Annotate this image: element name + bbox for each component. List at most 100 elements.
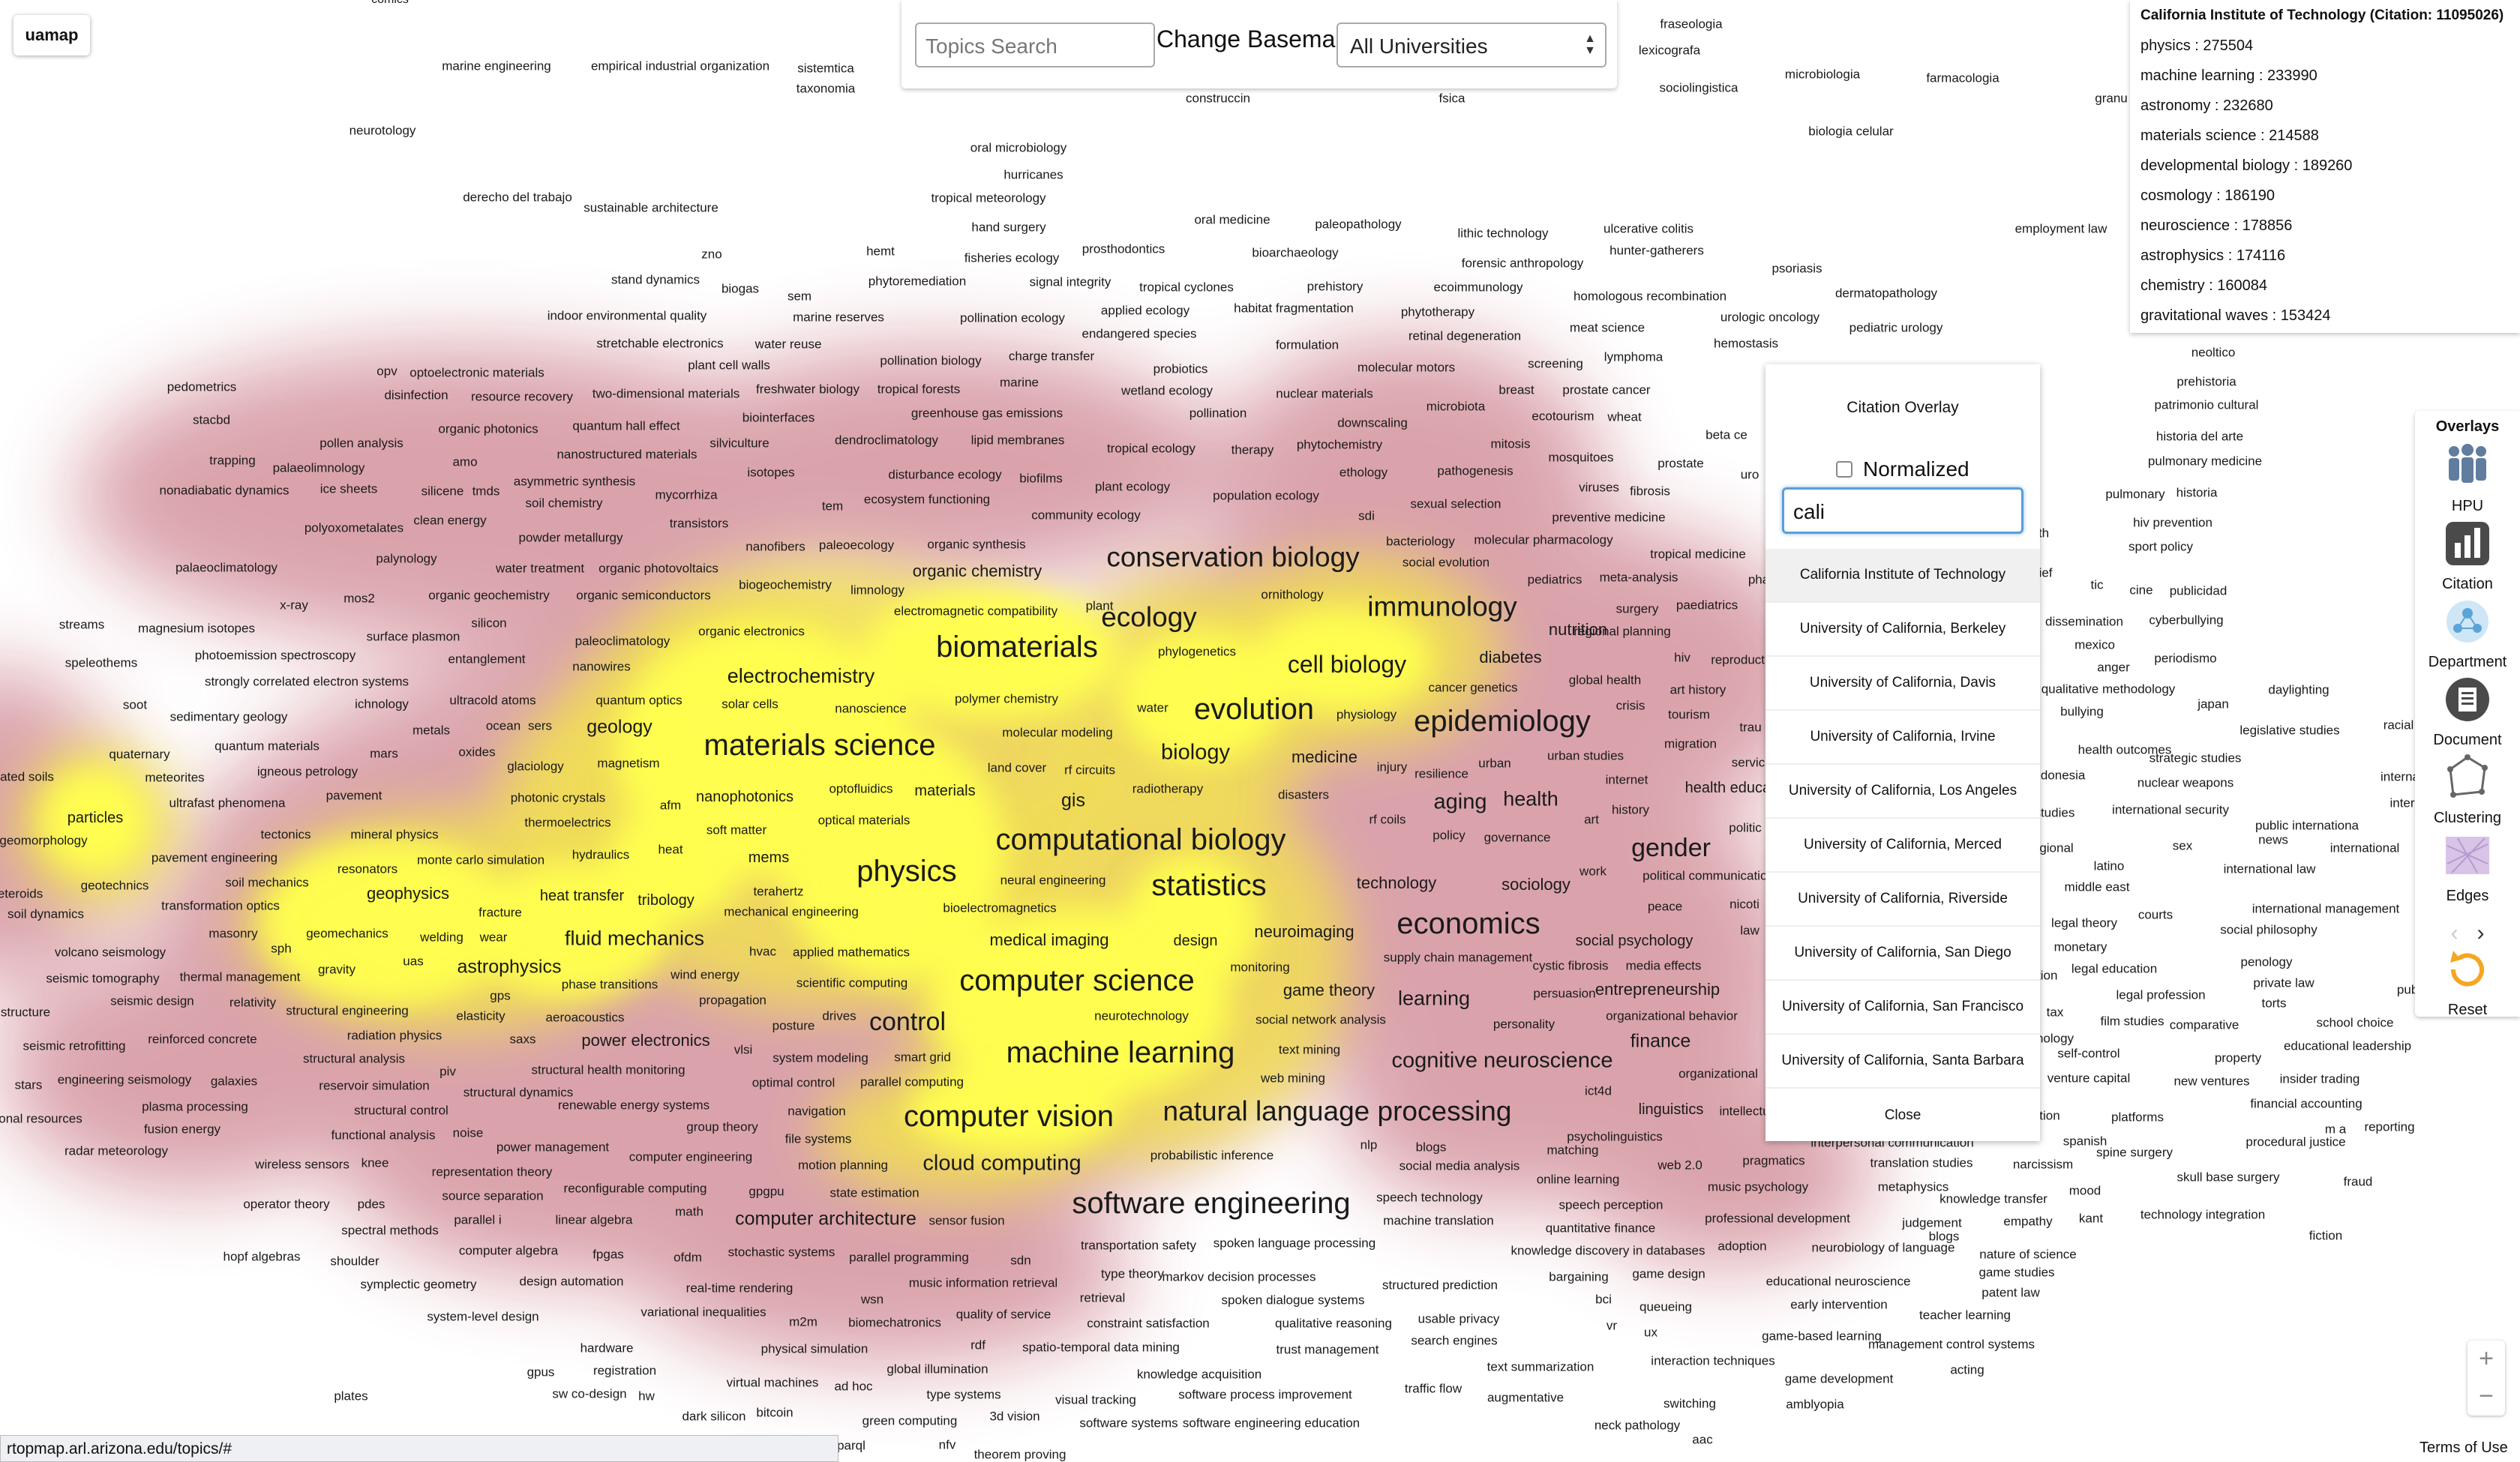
topic-label[interactable]: habitat fragmentation xyxy=(1234,301,1354,316)
topic-label[interactable]: quantum hall effect xyxy=(572,418,680,433)
university-result-item[interactable]: University of California, Merced xyxy=(1766,819,2040,873)
topic-label[interactable]: tropical ecology xyxy=(1106,441,1196,456)
topic-label[interactable]: mechanical engineering xyxy=(724,904,859,919)
topic-label[interactable]: water reuse xyxy=(754,337,822,352)
topic-label[interactable]: news xyxy=(2258,832,2288,847)
topic-label[interactable]: software engineering xyxy=(1072,1187,1351,1220)
topic-label[interactable]: knowledge acquisition xyxy=(1136,1367,1262,1382)
topic-label[interactable]: real-time rendering xyxy=(686,1281,794,1296)
topic-label[interactable]: surgery xyxy=(1616,601,1659,616)
topic-label[interactable]: medical imaging xyxy=(989,930,1109,949)
topic-label[interactable]: phase transitions xyxy=(561,977,658,992)
topic-label[interactable]: zno xyxy=(701,247,722,262)
topic-label[interactable]: seismic design xyxy=(110,993,194,1008)
topic-label[interactable]: parallel i xyxy=(454,1212,502,1227)
topic-label[interactable]: system modeling xyxy=(772,1050,868,1065)
topic-label[interactable]: reporting xyxy=(2364,1119,2415,1134)
topic-label[interactable]: tourism xyxy=(1668,707,1710,722)
topic-label[interactable]: forensic anthropology xyxy=(1461,256,1584,271)
topic-label[interactable]: fsica xyxy=(1438,91,1466,106)
topic-label[interactable]: health outcomes xyxy=(2078,742,2172,757)
topic-label[interactable]: soil chemistry xyxy=(525,496,603,511)
topic-label[interactable]: endangered species xyxy=(1082,326,1197,341)
topic-label[interactable]: public internationa xyxy=(2255,818,2359,833)
topic-label[interactable]: applied mathematics xyxy=(793,945,910,960)
topic-label[interactable]: polymer chemistry xyxy=(955,691,1058,706)
topic-label[interactable]: isotopes xyxy=(747,465,795,480)
topic-label[interactable]: phylogenetics xyxy=(1158,644,1236,659)
topic-label[interactable]: ecotourism xyxy=(1532,409,1594,424)
topic-label[interactable]: nonadiabatic dynamics xyxy=(159,483,290,498)
topic-label[interactable]: transistors xyxy=(669,516,729,531)
topic-label[interactable]: nanofibers xyxy=(746,539,806,554)
topic-label[interactable]: retinal degeneration xyxy=(1408,328,1522,343)
topic-label[interactable]: seismic retrofitting xyxy=(22,1038,126,1053)
topic-label[interactable]: organic chemistry xyxy=(912,562,1042,580)
topic-label[interactable]: cognitive neuroscience xyxy=(1391,1048,1613,1073)
topic-label[interactable]: marine reserves xyxy=(793,310,884,325)
topic-label[interactable]: theorem proving xyxy=(974,1447,1066,1462)
topic-label[interactable]: ofdm xyxy=(674,1250,702,1265)
topic-label[interactable]: plant xyxy=(1085,598,1114,613)
topic-label[interactable]: wsn xyxy=(860,1292,884,1307)
topic-label[interactable]: bioarchaeology xyxy=(1252,245,1339,260)
topic-label[interactable]: finance xyxy=(1630,1030,1691,1052)
topic-label[interactable]: marine engineering xyxy=(442,58,551,73)
topic-label[interactable]: optical materials xyxy=(818,813,910,828)
topic-label[interactable]: tion xyxy=(2039,1108,2060,1123)
topic-label[interactable]: lymphoma xyxy=(1604,349,1664,364)
topic-label[interactable]: monetary xyxy=(2054,939,2108,954)
topic-label[interactable]: spatio-temporal data mining xyxy=(1022,1340,1180,1355)
topic-label[interactable]: ornithology xyxy=(1261,587,1324,602)
topic-label[interactable]: elasticity xyxy=(456,1008,506,1023)
topic-label[interactable]: source separation xyxy=(442,1188,544,1203)
topic-label[interactable]: linear algebra xyxy=(555,1212,633,1227)
topic-label[interactable]: legal theory xyxy=(2051,915,2117,930)
topic-label[interactable]: medicine xyxy=(1291,747,1358,766)
topic-label[interactable]: freshwater biology xyxy=(756,382,860,397)
topic-label[interactable]: monte carlo simulation xyxy=(416,852,545,867)
topic-label[interactable]: interaction techniques xyxy=(1651,1353,1775,1368)
topic-label[interactable]: private law xyxy=(2253,975,2314,990)
topic-label[interactable]: speleothems xyxy=(64,655,138,670)
topic-label[interactable]: kant xyxy=(2078,1211,2104,1226)
topic-label[interactable]: trapping xyxy=(209,453,256,468)
topic-label[interactable]: periodismo xyxy=(2154,651,2217,666)
topic-label[interactable]: aac xyxy=(1692,1432,1713,1447)
topic-label[interactable]: historia xyxy=(2176,485,2218,500)
topic-label[interactable]: microbiota xyxy=(1426,399,1486,414)
topic-label[interactable]: conservation biology xyxy=(1106,541,1360,573)
topic-label[interactable]: meteorites xyxy=(145,770,205,785)
topic-label[interactable]: ice sheets xyxy=(320,481,378,496)
topic-label[interactable]: racial xyxy=(2383,718,2414,732)
topic-label[interactable]: software engineering education xyxy=(1182,1416,1360,1431)
topic-label[interactable]: quantum materials xyxy=(214,738,320,753)
topic-label[interactable]: constraint satisfaction xyxy=(1087,1316,1210,1331)
topic-label[interactable]: nfv xyxy=(938,1437,956,1452)
topic-label[interactable]: land cover xyxy=(987,760,1047,775)
topic-label[interactable]: technology xyxy=(1356,873,1437,892)
topic-label[interactable]: personality xyxy=(1492,1017,1556,1032)
topic-label[interactable]: resilience xyxy=(1414,766,1468,781)
topic-label[interactable]: stacbd xyxy=(192,412,231,427)
topic-label[interactable]: bacteriology xyxy=(1386,534,1455,549)
topic-label[interactable]: online learning xyxy=(1536,1172,1620,1187)
topic-label[interactable]: silicene xyxy=(421,484,464,499)
topic-label[interactable]: system-level design xyxy=(427,1309,539,1324)
topic-label[interactable]: machine learning xyxy=(1006,1036,1235,1069)
topic-label[interactable]: game studies xyxy=(1978,1265,2055,1280)
overlay-edges-button[interactable]: Edges xyxy=(2415,831,2520,905)
topic-label[interactable]: magnetism xyxy=(597,756,660,771)
topic-label[interactable]: parql xyxy=(837,1438,866,1453)
topic-label[interactable]: smart grid xyxy=(894,1050,951,1065)
topic-label[interactable]: adoption xyxy=(1718,1239,1767,1254)
topic-label[interactable]: organic synthesis xyxy=(927,537,1026,552)
topic-label[interactable]: structural control xyxy=(354,1103,448,1118)
topic-label[interactable]: linguistics xyxy=(1638,1101,1704,1118)
topic-label[interactable]: early intervention xyxy=(1790,1297,1888,1312)
topic-label[interactable]: software process improvement xyxy=(1178,1387,1352,1402)
topic-label[interactable]: organic photovoltaics xyxy=(598,561,718,576)
topic-label[interactable]: paleopathology xyxy=(1315,217,1402,232)
next-arrow-icon[interactable]: › xyxy=(2476,921,2485,945)
topic-label[interactable]: glaciology xyxy=(507,759,564,774)
